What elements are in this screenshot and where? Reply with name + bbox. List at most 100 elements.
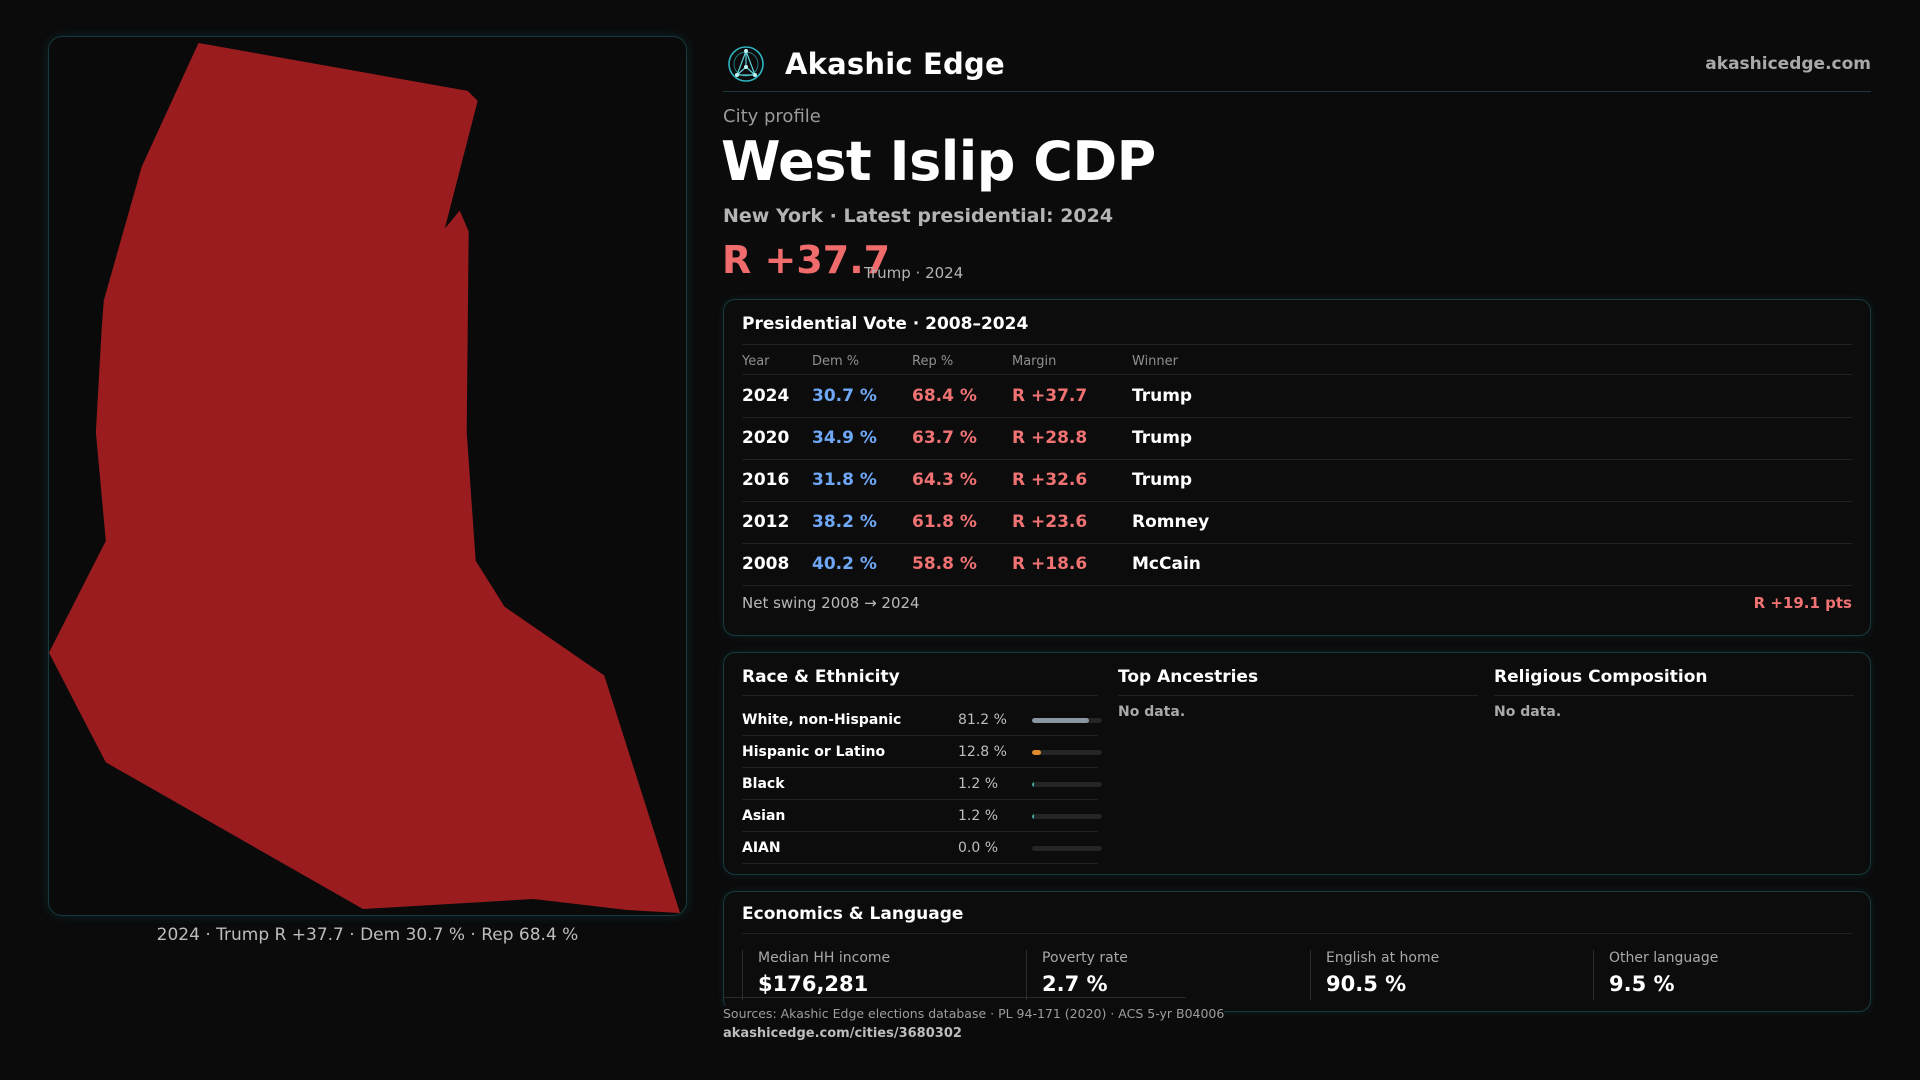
list-item: Asian 1.2 % (742, 800, 1102, 832)
table-row: 2016 31.8 % 64.3 % R +32.6 Trump (742, 460, 1852, 502)
sources-note: Sources: Akashic Edge elections database… (723, 1006, 1225, 1021)
row-dem: 40.2 % (812, 554, 877, 574)
list-item: Hispanic or Latino 12.8 % (742, 736, 1102, 768)
list-item: Black 1.2 % (742, 768, 1102, 800)
race-label: Black (742, 776, 785, 792)
net-swing-label: Net swing 2008 → 2024 (742, 594, 920, 612)
net-swing: Net swing 2008 → 2024 R +19.1 pts (742, 594, 1852, 618)
stat-poverty-rate: Poverty rate 2.7 % (1026, 950, 1294, 1000)
race-bar (1032, 846, 1102, 851)
list-item: AIAN 0.0 % (742, 832, 1102, 864)
district-map (48, 36, 687, 916)
ancestry-empty: No data. (1118, 704, 1186, 720)
race-list: White, non-Hispanic 81.2 % Hispanic or L… (742, 704, 1102, 864)
district-map-svg (49, 42, 681, 914)
race-pct: 81.2 % (958, 712, 1007, 728)
list-item: White, non-Hispanic 81.2 % (742, 704, 1102, 736)
race-bar-fill (1032, 750, 1041, 755)
race-bar (1032, 814, 1102, 819)
race-label: Hispanic or Latino (742, 744, 886, 760)
headline-margin-note: Trump · 2024 (864, 264, 964, 282)
table-row: 2012 38.2 % 61.8 % R +23.6 Romney (742, 502, 1852, 544)
table-row: 2024 30.7 % 68.4 % R +37.7 Trump (742, 376, 1852, 418)
row-year: 2012 (742, 512, 790, 532)
page-eyebrow: City profile (723, 106, 821, 127)
col-header-rep: Rep % (912, 354, 954, 369)
race-pct: 0.0 % (958, 840, 999, 856)
row-dem: 31.8 % (812, 470, 877, 490)
table-row: 2008 40.2 % 58.8 % R +18.6 McCain (742, 544, 1852, 586)
stat-value: 2.7 % (1042, 972, 1108, 996)
row-margin: R +37.7 (1012, 386, 1088, 406)
row-year: 2024 (742, 386, 790, 406)
col-header-year: Year (742, 354, 770, 369)
row-rep: 68.4 % (912, 386, 977, 406)
ancestry-section: Top Ancestries No data. (1118, 667, 1478, 720)
brand-name[interactable]: Akashic Edge (785, 46, 1005, 81)
row-winner: Trump (1132, 428, 1193, 448)
row-rep: 63.7 % (912, 428, 977, 448)
stat-value: $176,281 (758, 972, 869, 996)
row-year: 2008 (742, 554, 790, 574)
table-row: 2020 34.9 % 63.7 % R +28.8 Trump (742, 418, 1852, 460)
page-title: West Islip CDP (721, 130, 1156, 193)
economics-title: Economics & Language (742, 904, 964, 924)
presidential-vote-card: Presidential Vote · 2008–2024 Year Dem %… (723, 299, 1871, 636)
row-winner: Trump (1132, 470, 1193, 490)
race-pct: 1.2 % (958, 776, 999, 792)
race-bar-fill (1032, 782, 1034, 787)
col-header-margin: Margin (1012, 354, 1057, 369)
network-globe-icon[interactable] (727, 45, 765, 83)
district-shape (49, 42, 681, 914)
row-rep: 64.3 % (912, 470, 977, 490)
race-bar-fill (1032, 814, 1034, 819)
divider (742, 933, 1852, 934)
divider (742, 585, 1852, 586)
row-dem: 38.2 % (812, 512, 877, 532)
race-label: AIAN (742, 840, 781, 856)
religion-empty: No data. (1494, 704, 1562, 720)
stat-label: Poverty rate (1042, 950, 1128, 966)
religion-section: Religious Composition No data. (1494, 667, 1854, 720)
stat-label: English at home (1326, 950, 1440, 966)
stat-label: Median HH income (758, 950, 891, 966)
race-label: White, non-Hispanic (742, 712, 902, 728)
row-dem: 34.9 % (812, 428, 877, 448)
race-pct: 12.8 % (958, 744, 1007, 760)
race-bar (1032, 750, 1102, 755)
row-winner: Romney (1132, 512, 1210, 532)
race-bar-fill (1032, 718, 1089, 723)
page-url-link[interactable]: akashicedge.com/cities/3680302 (723, 1026, 962, 1041)
row-rep: 58.8 % (912, 554, 977, 574)
row-margin: R +23.6 (1012, 512, 1088, 532)
row-rep: 61.8 % (912, 512, 977, 532)
stat-value: 90.5 % (1326, 972, 1407, 996)
map-caption: 2024 · Trump R +37.7 · Dem 30.7 % · Rep … (156, 925, 579, 945)
race-ethnicity-section: Race & Ethnicity White, non-Hispanic 81.… (742, 667, 1102, 864)
stat-other-language: Other language 9.5 % (1593, 950, 1861, 1000)
row-dem: 30.7 % (812, 386, 877, 406)
demographics-card: Race & Ethnicity White, non-Hispanic 81.… (723, 652, 1871, 875)
religion-title: Religious Composition (1494, 667, 1854, 696)
race-label: Asian (742, 808, 786, 824)
row-winner: McCain (1132, 554, 1201, 574)
race-bar (1032, 718, 1102, 723)
row-margin: R +18.6 (1012, 554, 1088, 574)
page-subtitle: New York · Latest presidential: 2024 (723, 205, 1114, 227)
row-winner: Trump (1132, 386, 1193, 406)
site-domain-link[interactable]: akashicedge.com (1705, 53, 1871, 74)
row-year: 2020 (742, 428, 790, 448)
site-header: Akashic Edge akashicedge.com (723, 36, 1871, 92)
race-pct: 1.2 % (958, 808, 999, 824)
divider (723, 997, 1186, 998)
stat-english-at-home: English at home 90.5 % (1310, 950, 1578, 1000)
row-year: 2016 (742, 470, 790, 490)
stat-median-income: Median HH income $176,281 (742, 950, 1010, 1000)
vote-card-title: Presidential Vote · 2008–2024 (742, 314, 1029, 334)
vote-table-header: Year Dem % Rep % Margin Winner (742, 349, 1852, 375)
stat-value: 9.5 % (1609, 972, 1675, 996)
divider (742, 344, 1852, 345)
row-margin: R +28.8 (1012, 428, 1088, 448)
race-bar (1032, 782, 1102, 787)
row-margin: R +32.6 (1012, 470, 1088, 490)
